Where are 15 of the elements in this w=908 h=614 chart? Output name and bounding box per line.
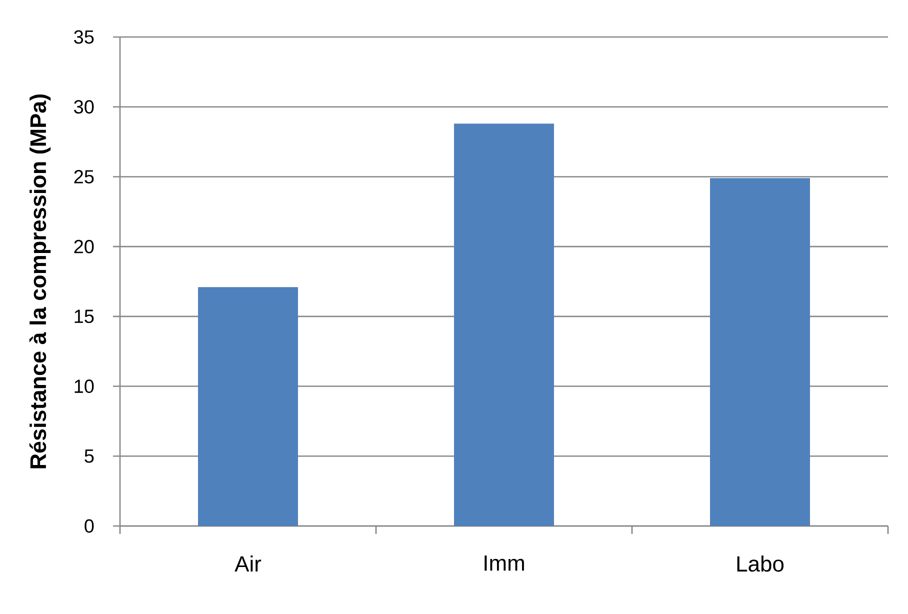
y-tick-label: 25 (74, 170, 94, 184)
y-tick-label: 15 (74, 310, 94, 324)
y-tick-label: 0 (84, 519, 94, 533)
y-axis-title: Résistance à la compression (MPa) (29, 94, 51, 468)
y-tick-label: 35 (74, 30, 94, 44)
x-tick-label: Air (234, 556, 262, 572)
bar (710, 178, 810, 526)
bar (198, 287, 298, 526)
bar (454, 124, 554, 526)
x-tick-label: Imm (484, 556, 524, 571)
y-tick-label: 5 (84, 450, 94, 463)
y-tick-label: 20 (74, 240, 94, 254)
x-tick-label: Labo (737, 556, 784, 572)
y-tick-label: 10 (74, 380, 94, 394)
y-tick-label: 30 (74, 100, 94, 114)
